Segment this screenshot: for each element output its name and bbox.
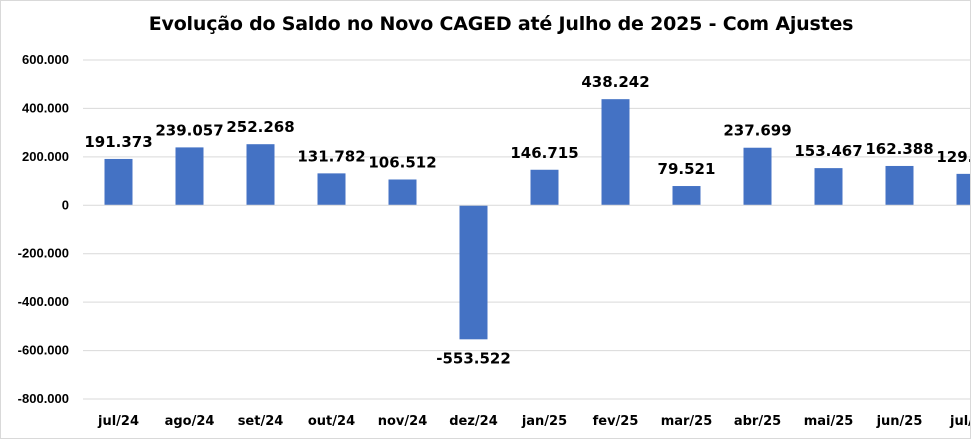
bar bbox=[672, 186, 701, 206]
bar bbox=[743, 147, 772, 206]
bar bbox=[530, 169, 559, 206]
y-tick-label: -600.000 bbox=[18, 343, 69, 358]
x-tick-label: jun/25 bbox=[876, 414, 923, 429]
y-tick-label: -800.000 bbox=[18, 391, 69, 406]
data-label: 191.373 bbox=[84, 133, 152, 151]
bar bbox=[317, 173, 346, 206]
bar bbox=[956, 173, 970, 206]
y-tick-label: -200.000 bbox=[18, 246, 69, 261]
data-label: 79.521 bbox=[658, 160, 716, 178]
data-label: 237.699 bbox=[723, 122, 791, 140]
y-tick-label: 0 bbox=[62, 197, 69, 212]
x-tick-label: jul/25 bbox=[949, 414, 971, 429]
bar bbox=[885, 165, 914, 206]
gridlines bbox=[83, 59, 970, 400]
x-tick-label: jan/25 bbox=[521, 414, 567, 429]
bar bbox=[246, 144, 275, 206]
x-axis-category-labels: jul/24 ago/24 set/24 out/24 nov/24 dez/24 jan/… bbox=[97, 414, 971, 429]
y-tick-label: 200.000 bbox=[22, 149, 69, 164]
bar bbox=[459, 205, 488, 340]
bar bbox=[601, 99, 630, 206]
y-axis-tick-labels: 600.000 400.000 200.000 0 -200.000 -400.000 -6… bbox=[18, 52, 69, 406]
x-tick-label: nov/24 bbox=[378, 414, 428, 429]
chart-title: Evolução do Saldo no Novo CAGED até Julh… bbox=[148, 13, 854, 35]
data-label: 146.715 bbox=[510, 144, 578, 162]
bar bbox=[388, 179, 417, 206]
x-tick-label: out/24 bbox=[308, 414, 355, 429]
data-label: 129.775 bbox=[936, 148, 971, 166]
x-tick-label: abr/25 bbox=[734, 414, 781, 429]
data-label: -553.522 bbox=[436, 349, 511, 367]
x-tick-label: mar/25 bbox=[661, 414, 713, 429]
data-label: 106.512 bbox=[368, 153, 436, 171]
x-tick-label: ago/24 bbox=[165, 414, 215, 429]
data-label: 239.057 bbox=[155, 121, 223, 139]
x-tick-label: jul/24 bbox=[97, 414, 139, 429]
bars bbox=[104, 99, 970, 340]
data-label: 252.268 bbox=[226, 118, 294, 136]
x-tick-label: dez/24 bbox=[449, 414, 498, 429]
bar bbox=[104, 158, 133, 206]
data-label: 162.388 bbox=[865, 140, 933, 158]
x-tick-label: set/24 bbox=[238, 414, 284, 429]
data-label: 131.782 bbox=[297, 147, 365, 165]
bar bbox=[814, 168, 843, 206]
bar bbox=[175, 147, 204, 206]
y-tick-label: 400.000 bbox=[22, 100, 69, 115]
x-tick-label: fev/25 bbox=[593, 414, 639, 429]
data-label: 153.467 bbox=[794, 142, 862, 160]
x-tick-label: mai/25 bbox=[804, 414, 854, 429]
y-tick-label: 600.000 bbox=[22, 52, 69, 67]
y-tick-label: -400.000 bbox=[18, 294, 69, 309]
data-label: 438.242 bbox=[581, 73, 649, 91]
